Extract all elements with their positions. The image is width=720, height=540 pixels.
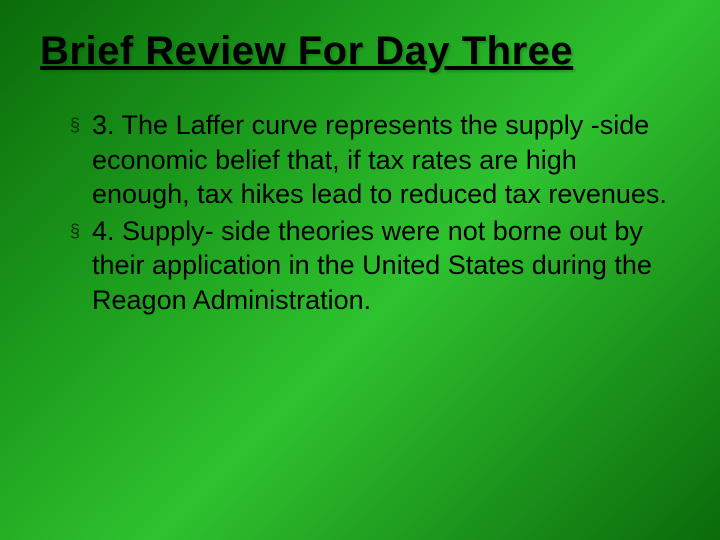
list-item: § 4. Supply- side theories were not born… <box>70 214 680 318</box>
bullet-marker: § <box>70 114 80 137</box>
slide-content: § 3. The Laffer curve represents the sup… <box>40 108 680 317</box>
bullet-text: 3. The Laffer curve represents the suppl… <box>92 108 680 212</box>
list-item: § 3. The Laffer curve represents the sup… <box>70 108 680 212</box>
slide-title: Brief Review For Day Three <box>40 28 680 74</box>
bullet-text: 4. Supply- side theories were not borne … <box>92 214 680 318</box>
slide-container: Brief Review For Day Three § 3. The Laff… <box>0 0 720 540</box>
bullet-marker: § <box>70 220 80 243</box>
